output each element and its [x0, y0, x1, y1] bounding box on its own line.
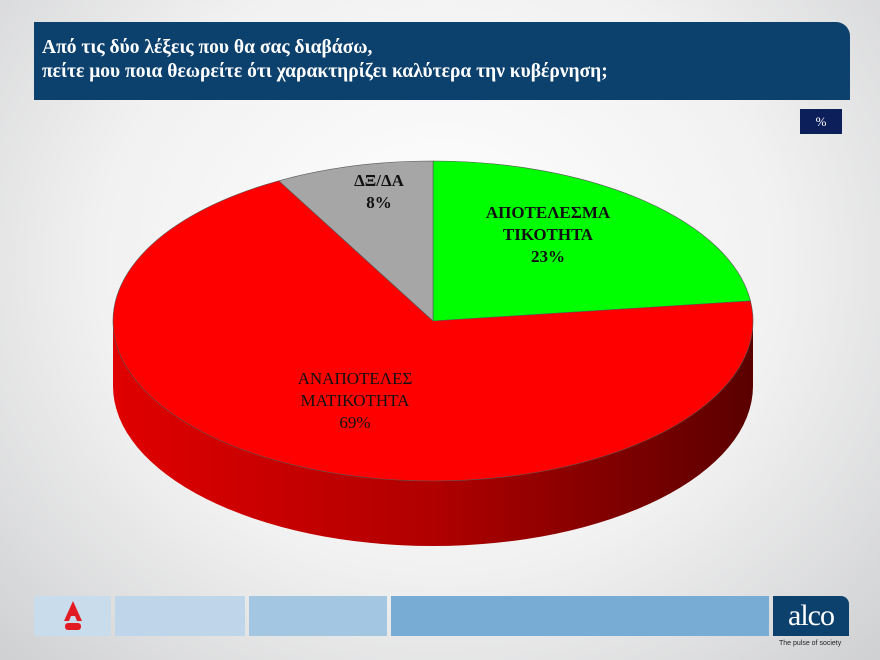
footer-bar-1 [115, 596, 245, 636]
pie-slice [112, 180, 754, 482]
slice-category-label: ΔΞ/ΔΑ [354, 171, 405, 190]
slice-category-label: ΜΑΤΙΚΟΤΗΤΑ [301, 391, 411, 410]
slice-value-label: 8% [366, 193, 392, 212]
pie-side-wall [113, 321, 753, 546]
pie-slice [278, 160, 434, 322]
slice-category-label: ΑΝΑΠΟΤΕΛΕΣ [298, 369, 413, 388]
slice-category-label: ΑΠΟΤΕΛΕΣΜΑ [486, 203, 611, 222]
slice-value-label: 23% [531, 247, 565, 266]
footer-bar-3 [391, 596, 769, 636]
alpha-news-logo [34, 596, 111, 636]
tagline: The pulse of society [779, 640, 842, 647]
unit-badge: % [800, 109, 842, 134]
pie-slice [432, 160, 751, 322]
slice-value-label: 69% [339, 413, 370, 432]
alco-logo: alco [773, 596, 849, 636]
question-title: Από τις δύο λέξεις που θα σας διαβάσω, π… [34, 22, 850, 100]
slice-category-label: ΤΙΚΟΤΗΤΑ [503, 225, 594, 244]
footer-bar-2 [249, 596, 387, 636]
